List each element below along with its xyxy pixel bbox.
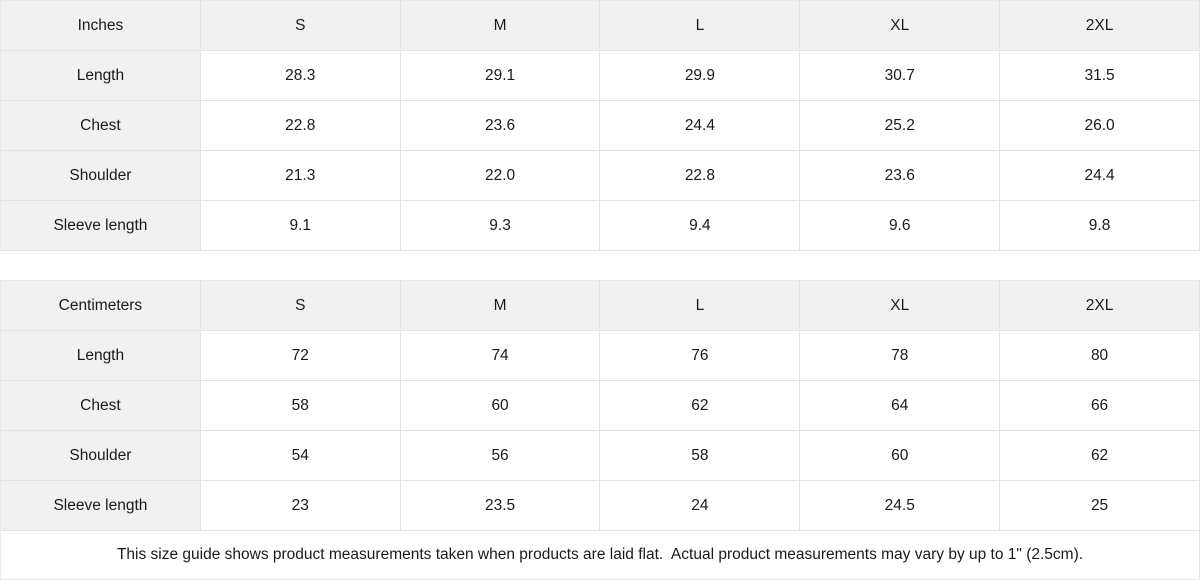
cell-chest-xl: 25.2 — [799, 100, 1001, 151]
cell-sleeve-length-m: 23.5 — [400, 480, 601, 532]
cell-length-l: 29.9 — [599, 50, 801, 101]
cell-chest-l: 24.4 — [599, 100, 801, 151]
measurement-label-shoulder: Shoulder — [0, 430, 201, 482]
cell-shoulder-l: 58 — [599, 430, 801, 482]
cell-shoulder-2xl: 24.4 — [999, 150, 1200, 201]
table-row: Shoulder 21.3 22.0 22.8 23.6 24.4 — [0, 150, 1200, 201]
size-header-l: L — [599, 280, 801, 332]
table-row: Sleeve length 23 23.5 24 24.5 25 — [0, 480, 1200, 532]
size-header-l: L — [599, 0, 801, 51]
cell-length-xl: 30.7 — [799, 50, 1001, 101]
table-row: Shoulder 54 56 58 60 62 — [0, 430, 1200, 482]
table-header-row: Inches S M L XL 2XL — [0, 0, 1200, 51]
cell-length-s: 72 — [200, 330, 401, 382]
cell-shoulder-m: 22.0 — [400, 150, 601, 201]
cell-chest-2xl: 26.0 — [999, 100, 1200, 151]
cell-shoulder-s: 21.3 — [200, 150, 401, 201]
cell-shoulder-2xl: 62 — [999, 430, 1200, 482]
measurement-label-length: Length — [0, 50, 201, 101]
table-row: Sleeve length 9.1 9.3 9.4 9.6 9.8 — [0, 200, 1200, 251]
size-header-m: M — [400, 0, 601, 51]
cell-shoulder-xl: 60 — [799, 430, 1001, 482]
cell-chest-m: 60 — [400, 380, 601, 432]
size-header-2xl: 2XL — [999, 0, 1200, 51]
size-table-inches: Inches S M L XL 2XL Length 28.3 29.1 29.… — [0, 0, 1200, 251]
measurement-label-shoulder: Shoulder — [0, 150, 201, 201]
cell-chest-2xl: 66 — [999, 380, 1200, 432]
measurement-label-sleeve-length: Sleeve length — [0, 480, 201, 532]
cell-shoulder-s: 54 — [200, 430, 401, 482]
table-separator-gap — [0, 251, 1200, 281]
cell-sleeve-length-2xl: 25 — [999, 480, 1200, 532]
cell-sleeve-length-s: 9.1 — [200, 200, 401, 251]
cell-length-m: 29.1 — [400, 50, 601, 101]
cell-sleeve-length-l: 24 — [599, 480, 801, 532]
unit-label-inches: Inches — [0, 0, 201, 51]
size-header-xl: XL — [799, 0, 1001, 51]
cell-length-2xl: 80 — [999, 330, 1200, 382]
table-row: Length 72 74 76 78 80 — [0, 330, 1200, 382]
unit-label-centimeters: Centimeters — [0, 280, 201, 332]
cell-length-m: 74 — [400, 330, 601, 382]
cell-length-2xl: 31.5 — [999, 50, 1200, 101]
cell-sleeve-length-xl: 9.6 — [799, 200, 1001, 251]
size-header-s: S — [200, 0, 401, 51]
table-row: Length 28.3 29.1 29.9 30.7 31.5 — [0, 50, 1200, 101]
cell-chest-xl: 64 — [799, 380, 1001, 432]
cell-length-xl: 78 — [799, 330, 1001, 382]
measurement-label-length: Length — [0, 330, 201, 382]
cell-sleeve-length-l: 9.4 — [599, 200, 801, 251]
cell-sleeve-length-2xl: 9.8 — [999, 200, 1200, 251]
size-header-xl: XL — [799, 280, 1001, 332]
cell-shoulder-l: 22.8 — [599, 150, 801, 201]
table-header-row: Centimeters S M L XL 2XL — [0, 280, 1200, 332]
size-header-m: M — [400, 280, 601, 332]
cell-chest-m: 23.6 — [400, 100, 601, 151]
cell-chest-s: 22.8 — [200, 100, 401, 151]
size-header-s: S — [200, 280, 401, 332]
cell-sleeve-length-s: 23 — [200, 480, 401, 532]
measurement-label-chest: Chest — [0, 100, 201, 151]
size-guide-disclaimer: This size guide shows product measuremen… — [0, 531, 1200, 580]
cell-shoulder-m: 56 — [400, 430, 601, 482]
size-table-centimeters: Centimeters S M L XL 2XL Length 72 74 76… — [0, 280, 1200, 532]
size-header-2xl: 2XL — [999, 280, 1200, 332]
cell-sleeve-length-m: 9.3 — [400, 200, 601, 251]
table-row: Chest 58 60 62 64 66 — [0, 380, 1200, 432]
measurement-label-chest: Chest — [0, 380, 201, 432]
cell-chest-s: 58 — [200, 380, 401, 432]
cell-chest-l: 62 — [599, 380, 801, 432]
measurement-label-sleeve-length: Sleeve length — [0, 200, 201, 251]
cell-length-l: 76 — [599, 330, 801, 382]
cell-sleeve-length-xl: 24.5 — [799, 480, 1001, 532]
cell-shoulder-xl: 23.6 — [799, 150, 1001, 201]
cell-length-s: 28.3 — [200, 50, 401, 101]
table-row: Chest 22.8 23.6 24.4 25.2 26.0 — [0, 100, 1200, 151]
